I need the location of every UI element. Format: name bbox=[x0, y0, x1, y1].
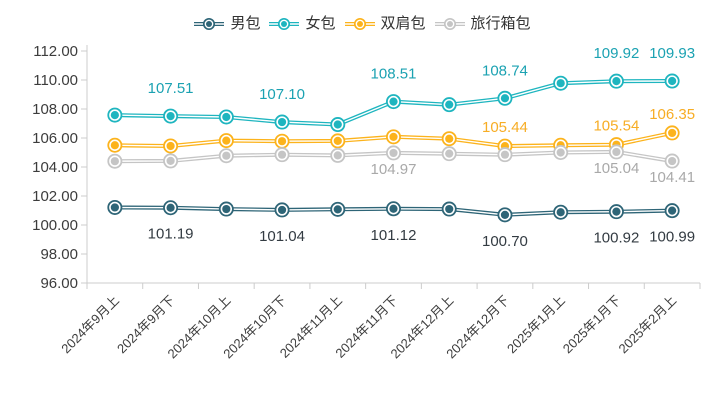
data-point[interactable] bbox=[612, 207, 621, 216]
line-marker-icon bbox=[434, 17, 465, 31]
point-label: 108.51 bbox=[371, 66, 417, 83]
series-women-bags: 107.51 107.10 108.51 108.74 109.92 109.93 bbox=[107, 45, 695, 133]
data-point[interactable] bbox=[389, 148, 398, 158]
data-point[interactable] bbox=[222, 136, 231, 145]
data-point[interactable] bbox=[277, 137, 287, 146]
data-point[interactable] bbox=[110, 157, 119, 166]
point-label: 109.93 bbox=[649, 45, 695, 62]
data-point[interactable] bbox=[166, 141, 175, 151]
y-tick-label: 112.00 bbox=[33, 43, 78, 60]
x-tick-label: 2025年2月上 bbox=[616, 293, 680, 357]
data-point[interactable] bbox=[277, 150, 287, 159]
point-label: 100.92 bbox=[593, 230, 639, 247]
y-tick-label: 96.00 bbox=[40, 275, 78, 292]
y-tick-label: 106.00 bbox=[32, 130, 78, 147]
data-point[interactable] bbox=[389, 132, 398, 141]
data-point[interactable] bbox=[445, 134, 454, 143]
data-point[interactable] bbox=[222, 204, 231, 214]
legend-label: 旅行箱包 bbox=[470, 15, 531, 32]
data-point[interactable] bbox=[612, 147, 621, 157]
data-point[interactable] bbox=[668, 206, 677, 215]
data-point[interactable] bbox=[556, 79, 565, 88]
chart-legend: 男包 女包 双肩包 bbox=[0, 13, 724, 35]
x-axis-labels: 2024年9月上2024年9月下2024年10月上2024年10月下2024年1… bbox=[58, 293, 679, 362]
point-label: 101.04 bbox=[259, 228, 305, 245]
x-tick-label: 2025年1月上 bbox=[504, 293, 568, 357]
data-point[interactable] bbox=[668, 76, 677, 86]
point-label: 104.41 bbox=[649, 169, 695, 186]
y-tick-label: 110.00 bbox=[33, 72, 78, 89]
point-label: 100.99 bbox=[649, 229, 695, 246]
data-point[interactable] bbox=[166, 203, 175, 212]
data-point[interactable] bbox=[445, 100, 454, 109]
data-point[interactable] bbox=[500, 150, 510, 159]
data-point[interactable] bbox=[110, 141, 119, 150]
legend-item-men-bags[interactable]: 男包 bbox=[193, 13, 260, 35]
point-label: 109.92 bbox=[593, 45, 639, 62]
data-point[interactable] bbox=[668, 128, 677, 138]
data-point[interactable] bbox=[333, 151, 342, 160]
legend-item-women-bags[interactable]: 女包 bbox=[268, 13, 336, 35]
point-label: 105.44 bbox=[482, 119, 528, 136]
data-point[interactable] bbox=[277, 117, 287, 127]
data-point[interactable] bbox=[166, 156, 175, 166]
legend-label: 女包 bbox=[305, 15, 336, 32]
point-label: 100.70 bbox=[482, 233, 528, 250]
point-label: 105.54 bbox=[593, 118, 639, 135]
axes bbox=[81, 45, 701, 289]
data-point[interactable] bbox=[389, 97, 398, 106]
point-label: 108.74 bbox=[482, 62, 528, 79]
legend-item-luggage[interactable]: 旅行箱包 bbox=[434, 13, 531, 35]
legend-label: 男包 bbox=[230, 15, 261, 32]
point-label: 107.10 bbox=[259, 86, 305, 103]
y-tick-label: 102.00 bbox=[32, 188, 78, 205]
y-tick-label: 98.00 bbox=[40, 246, 78, 263]
series-luggage: 104.97 105.04 104.41 bbox=[107, 144, 695, 186]
line-marker-icon bbox=[344, 17, 375, 31]
point-label: 105.04 bbox=[593, 160, 639, 177]
data-point[interactable] bbox=[222, 151, 231, 160]
data-point[interactable] bbox=[277, 205, 287, 215]
data-point[interactable] bbox=[166, 112, 175, 121]
series-backpacks: 105.44 105.54 106.35 bbox=[107, 106, 695, 154]
data-point[interactable] bbox=[612, 77, 621, 86]
y-axis-labels: 112.00 110.00 108.00 106.00 104.00 102.00 100.… bbox=[32, 43, 78, 292]
legend-item-backpacks[interactable]: 双肩包 bbox=[344, 13, 426, 35]
data-point[interactable] bbox=[110, 203, 119, 212]
y-tick-label: 100.00 bbox=[32, 217, 78, 234]
legend-label: 双肩包 bbox=[380, 15, 426, 32]
series-men-bags: 101.19 101.04 101.12 100.70 100.92 100.99 bbox=[107, 199, 695, 250]
point-label: 101.19 bbox=[148, 226, 194, 243]
point-label: 101.12 bbox=[371, 227, 417, 244]
data-point[interactable] bbox=[110, 110, 119, 120]
data-point[interactable] bbox=[445, 204, 454, 214]
data-point[interactable] bbox=[222, 112, 231, 122]
data-point[interactable] bbox=[556, 208, 565, 217]
point-label: 106.35 bbox=[649, 106, 695, 123]
y-tick-label: 108.00 bbox=[32, 101, 78, 118]
x-tick-label: 2025年1月下 bbox=[560, 293, 624, 357]
data-point[interactable] bbox=[333, 136, 342, 145]
data-point[interactable] bbox=[500, 94, 510, 103]
data-point[interactable] bbox=[445, 149, 454, 158]
data-point[interactable] bbox=[500, 210, 510, 219]
y-tick-label: 104.00 bbox=[32, 159, 78, 176]
data-point[interactable] bbox=[668, 156, 677, 166]
point-label: 107.51 bbox=[148, 80, 194, 97]
data-point[interactable] bbox=[556, 148, 565, 157]
line-marker-icon bbox=[194, 17, 225, 31]
point-label: 104.97 bbox=[371, 161, 417, 178]
x-tick-label: 2024年9月上 bbox=[58, 293, 122, 357]
data-point[interactable] bbox=[389, 204, 398, 213]
data-point[interactable] bbox=[333, 205, 342, 214]
data-point[interactable] bbox=[333, 120, 342, 129]
line-marker-icon bbox=[269, 17, 300, 31]
